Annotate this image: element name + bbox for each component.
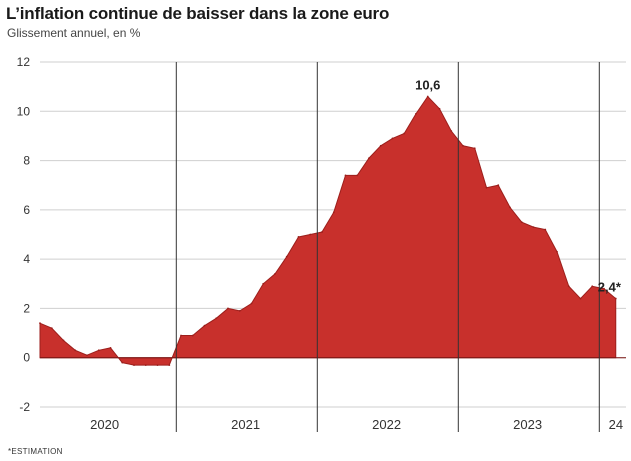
data-point — [109, 346, 112, 349]
data-annotation: 10,6 — [415, 78, 440, 93]
data-point — [344, 174, 347, 177]
data-point — [309, 233, 312, 236]
data-point — [462, 144, 464, 147]
data-point — [250, 302, 253, 305]
data-point — [438, 107, 441, 110]
y-tick-label: 6 — [23, 203, 30, 217]
data-point — [121, 361, 124, 364]
data-point — [97, 349, 100, 352]
data-point — [403, 132, 406, 135]
data-point — [133, 364, 135, 367]
data-point — [426, 95, 429, 98]
data-point — [614, 297, 617, 300]
x-year-label: 2020 — [90, 417, 119, 432]
data-point — [520, 221, 523, 224]
data-point — [262, 282, 265, 285]
data-point — [274, 273, 276, 275]
data-point — [391, 137, 394, 140]
data-point — [203, 324, 206, 327]
x-year-label: 2022 — [372, 417, 401, 432]
y-tick-label: 8 — [23, 154, 30, 168]
data-point — [86, 354, 88, 357]
data-point — [332, 211, 335, 214]
data-point — [473, 147, 476, 150]
data-point — [50, 327, 53, 330]
data-point — [591, 285, 594, 288]
data-point — [191, 334, 194, 337]
data-point — [144, 364, 147, 367]
data-point — [567, 285, 570, 288]
data-point — [497, 184, 500, 187]
data-point — [379, 144, 382, 147]
y-tick-label: 10 — [17, 104, 31, 118]
x-year-label: 2021 — [231, 417, 260, 432]
data-point — [544, 228, 547, 231]
data-point — [297, 236, 300, 238]
data-point — [532, 226, 535, 229]
data-point — [556, 250, 558, 253]
data-point — [415, 112, 417, 115]
data-point — [156, 364, 159, 367]
data-point — [215, 317, 218, 320]
data-point — [356, 174, 359, 177]
data-point — [603, 287, 605, 290]
data-point — [321, 231, 323, 233]
data-point — [579, 297, 582, 300]
y-tick-label: 2 — [23, 301, 30, 315]
data-point — [180, 334, 182, 337]
chart-subtitle: Glissement annuel, en % — [7, 26, 141, 40]
data-point — [285, 255, 288, 258]
data-point — [227, 307, 229, 310]
data-point — [450, 130, 453, 132]
x-year-label: 24 — [609, 417, 623, 432]
y-tick-label: 0 — [23, 351, 30, 365]
data-point — [368, 157, 370, 160]
data-point — [238, 309, 241, 312]
inflation-area — [39, 95, 617, 366]
data-point — [74, 349, 77, 352]
data-point — [168, 364, 171, 367]
y-tick-label: -2 — [19, 400, 30, 414]
y-tick-label: 4 — [23, 252, 30, 266]
estimation-footnote: *ESTIMATION — [8, 447, 63, 456]
data-annotation: 2,4* — [598, 280, 622, 295]
data-point — [485, 186, 488, 189]
y-tick-label: 12 — [17, 55, 31, 69]
data-point — [62, 339, 65, 342]
x-year-label: 2023 — [513, 417, 542, 432]
data-point — [509, 206, 511, 209]
chart-title: L’inflation continue de baisser dans la … — [6, 4, 390, 23]
data-point — [39, 322, 41, 325]
